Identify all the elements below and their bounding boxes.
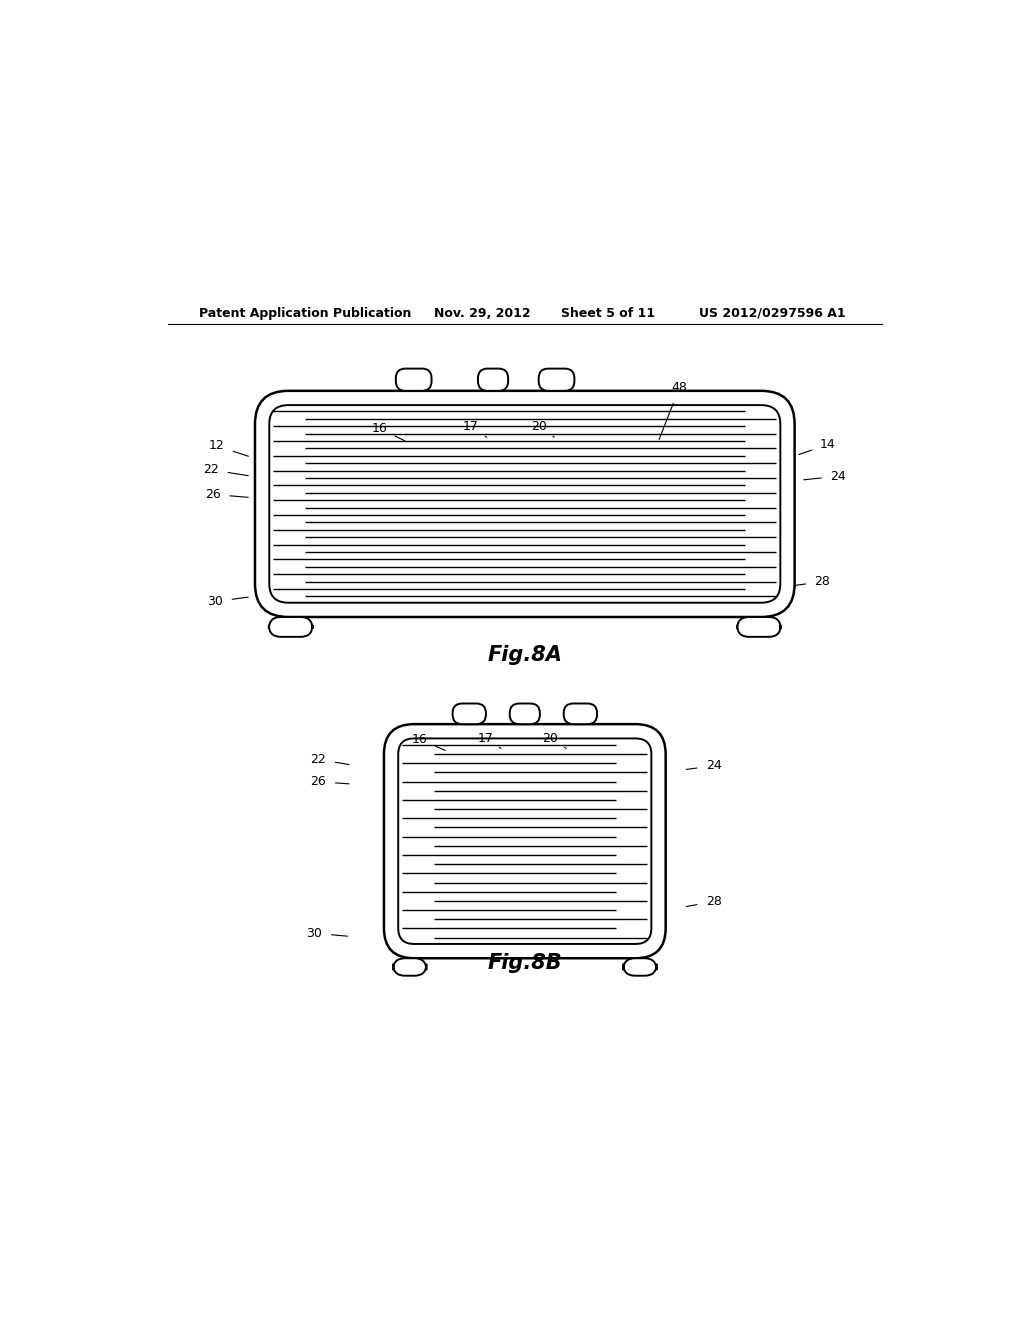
FancyBboxPatch shape xyxy=(393,958,426,975)
FancyBboxPatch shape xyxy=(510,704,540,725)
Text: 17: 17 xyxy=(477,731,494,744)
Text: 17: 17 xyxy=(463,421,479,433)
Text: Sheet 5 of 11: Sheet 5 of 11 xyxy=(560,308,654,319)
Text: 20: 20 xyxy=(543,731,558,744)
Text: 22: 22 xyxy=(204,463,219,477)
Text: Fig.8A: Fig.8A xyxy=(487,645,562,665)
FancyBboxPatch shape xyxy=(478,368,508,391)
FancyBboxPatch shape xyxy=(384,725,666,958)
FancyBboxPatch shape xyxy=(269,405,780,603)
Text: 26: 26 xyxy=(310,775,327,788)
Text: 24: 24 xyxy=(706,759,722,772)
Text: Fig.8B: Fig.8B xyxy=(487,953,562,973)
FancyBboxPatch shape xyxy=(398,738,651,944)
Text: 22: 22 xyxy=(310,752,327,766)
Text: Nov. 29, 2012: Nov. 29, 2012 xyxy=(433,308,530,319)
Text: 12: 12 xyxy=(209,440,224,453)
FancyBboxPatch shape xyxy=(563,704,597,725)
FancyBboxPatch shape xyxy=(624,958,656,975)
Text: 28: 28 xyxy=(814,576,830,589)
FancyBboxPatch shape xyxy=(539,368,574,391)
Text: US 2012/0297596 A1: US 2012/0297596 A1 xyxy=(699,308,846,319)
Text: 14: 14 xyxy=(820,438,836,451)
Text: 30: 30 xyxy=(207,595,223,609)
FancyBboxPatch shape xyxy=(269,616,312,636)
Text: 20: 20 xyxy=(531,420,547,433)
Text: 16: 16 xyxy=(413,733,428,746)
FancyBboxPatch shape xyxy=(737,616,780,636)
FancyBboxPatch shape xyxy=(396,368,431,391)
Text: 48: 48 xyxy=(672,380,687,393)
Text: 28: 28 xyxy=(706,895,722,908)
Text: 30: 30 xyxy=(306,927,323,940)
FancyBboxPatch shape xyxy=(453,704,486,725)
Text: Patent Application Publication: Patent Application Publication xyxy=(200,308,412,319)
Text: 26: 26 xyxy=(205,488,221,500)
FancyBboxPatch shape xyxy=(255,391,795,616)
Text: 24: 24 xyxy=(830,470,846,483)
Text: 16: 16 xyxy=(372,422,387,436)
